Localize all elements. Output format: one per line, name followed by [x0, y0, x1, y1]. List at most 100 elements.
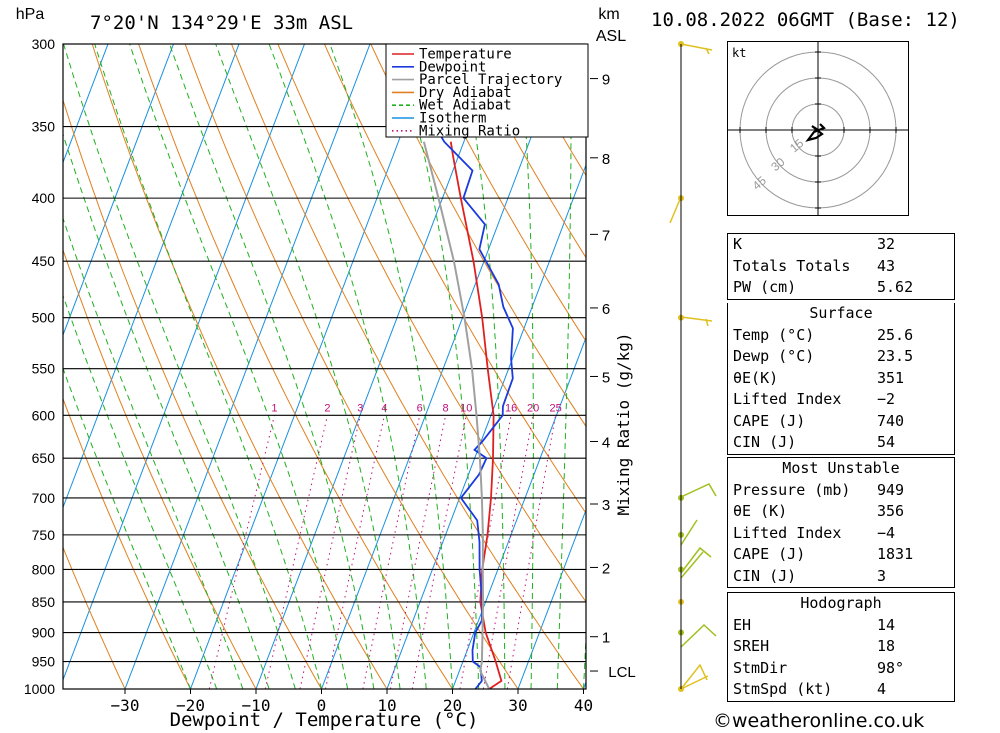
- pressure-tick-label: 400: [32, 190, 56, 206]
- pressure-tick-label: 350: [32, 119, 56, 135]
- pressure-tick-label: 500: [32, 310, 56, 326]
- isotherm-line: [386, 163, 586, 689]
- row-label: CIN (J): [733, 433, 797, 451]
- legend-label: Dry Adiabat: [419, 85, 512, 101]
- row-label: Lifted Index: [733, 523, 842, 542]
- hodograph-table: Hodograph EH 14 SREH 18 StmDir 98° StmSpd (kt)…: [727, 592, 955, 702]
- pressure-tick-label: 550: [32, 361, 56, 377]
- row-value: 5.62: [877, 278, 914, 296]
- wet-adiabat-line: [63, 294, 218, 689]
- isotherm-line: [639, 0, 720, 715]
- temperature-tick-label: 30: [508, 696, 527, 715]
- wet-adiabat-line: [460, 44, 506, 689]
- row-value: 1831: [877, 545, 914, 563]
- pressure-tick-label: 900: [32, 625, 56, 641]
- mixing-ratio-line: [264, 415, 328, 689]
- most-unstable-table: Most Unstable Pressure (mb) 949 θE (K) 356 L…: [727, 457, 955, 588]
- legend-label: Wet Adiabat: [419, 98, 512, 114]
- dry-adiabat-line: [463, 44, 586, 259]
- isotherm-line: [63, 44, 175, 337]
- km-tick-label: 7: [602, 227, 610, 244]
- wind-barb: [669, 196, 682, 224]
- wind-barbs: [669, 41, 717, 692]
- wind-barb: [680, 546, 712, 579]
- table-row: Lifted Index −2: [728, 389, 954, 411]
- most-unstable-title: Most Unstable: [782, 459, 900, 477]
- wind-barb: [680, 43, 713, 55]
- row-value: 14: [877, 615, 896, 634]
- isotherm-line: [451, 336, 586, 689]
- km-tick-label: 9: [602, 72, 610, 89]
- hodograph-ring-label: 15: [787, 136, 806, 156]
- pressure-tick-label: 650: [32, 450, 56, 466]
- isotherm-line: [0, 0, 14, 715]
- temperature-tick-label: 20: [443, 696, 462, 715]
- pressure-tick-label: 950: [32, 654, 56, 670]
- datetime-label: 10.08.2022 06GMT (Base: 12): [651, 9, 960, 31]
- row-label: CAPE (J): [733, 545, 806, 563]
- hodograph-panel: 15 30 45 kt: [727, 41, 909, 216]
- table-row: K 32: [728, 234, 954, 256]
- pressure-tick-label: 700: [32, 490, 56, 506]
- surface-title: Surface: [809, 304, 873, 322]
- km-unit-label: km: [598, 6, 619, 23]
- row-value: 351: [877, 368, 905, 387]
- wind-barb: [680, 663, 709, 690]
- mixing-ratio-line: [208, 415, 275, 689]
- dry-adiabat-line: [63, 397, 192, 689]
- dry-adiabat-line: [63, 98, 323, 689]
- wet-adiabat-line: [518, 44, 534, 689]
- row-label: θE(K): [733, 368, 779, 387]
- km-tick-label: 3: [602, 497, 610, 514]
- mixing-ratio-label: 20: [527, 402, 539, 414]
- legend-label: Parcel Trajectory: [419, 72, 562, 88]
- wet-adiabat-line: [215, 44, 401, 689]
- table-row: CIN (J) 3: [728, 566, 954, 588]
- x-axis-title: Dewpoint / Temperature (°C): [170, 709, 479, 731]
- km-tick-label: 6: [602, 301, 610, 318]
- temperature-tick-label: −30: [111, 696, 140, 715]
- row-value: 356: [877, 502, 905, 520]
- wind-barb: [680, 623, 717, 648]
- row-label: EH: [733, 615, 752, 634]
- row-label: θE (K): [733, 502, 788, 520]
- legend-label: Mixing Ratio: [419, 123, 520, 139]
- temperature-tick-label: −20: [176, 696, 205, 715]
- legend-label: Dewpoint: [419, 59, 486, 75]
- isotherm-line: [582, 681, 586, 689]
- mixing-ratio-label: 4: [381, 402, 387, 414]
- wet-adiabat-line: [169, 44, 375, 689]
- mixing-ratio-labels: 1 2 3 4 6 8 10 16 20 25: [271, 402, 561, 414]
- row-value: 98°: [877, 658, 905, 677]
- row-label: StmSpd (kt): [733, 680, 833, 698]
- table-row: Totals Totals 43: [728, 256, 954, 278]
- wet-adiabat-line: [94, 44, 322, 689]
- mixing-ratio-label: 16: [505, 402, 517, 414]
- temperature-axis-labels: −30 −20 −10 0 10 20 30 40: [111, 689, 593, 715]
- row-label: PW (cm): [733, 278, 797, 296]
- dry-adiabat-line: [63, 546, 126, 689]
- mixing-ratio-label: 25: [549, 402, 561, 414]
- pressure-tick-label: 300: [32, 36, 56, 52]
- legend-label: Isotherm: [419, 111, 486, 127]
- row-value: 18: [877, 637, 896, 655]
- mixing-ratio-line: [325, 415, 385, 689]
- row-label: Lifted Index: [733, 390, 842, 408]
- wind-barb: [680, 316, 713, 327]
- profile-series: [404, 44, 514, 689]
- pressure-tick-label: 750: [32, 527, 56, 543]
- asl-label: ASL: [596, 28, 626, 45]
- table-row: PW (cm) 5.62: [728, 277, 954, 299]
- km-tick-label: 5: [602, 369, 610, 386]
- km-tick-label: 4: [602, 434, 610, 451]
- isotherm-line: [124, 44, 371, 689]
- wet-adiabat-line: [556, 44, 572, 689]
- hodograph-ring-label: 30: [768, 155, 787, 175]
- isobar-lines: [63, 43, 586, 690]
- mixing-ratio-line: [299, 415, 361, 689]
- hodograph-unit: kt: [732, 46, 746, 60]
- mixing-ratio-label: 1: [271, 402, 277, 414]
- mixing-ratio-label: 8: [443, 402, 449, 414]
